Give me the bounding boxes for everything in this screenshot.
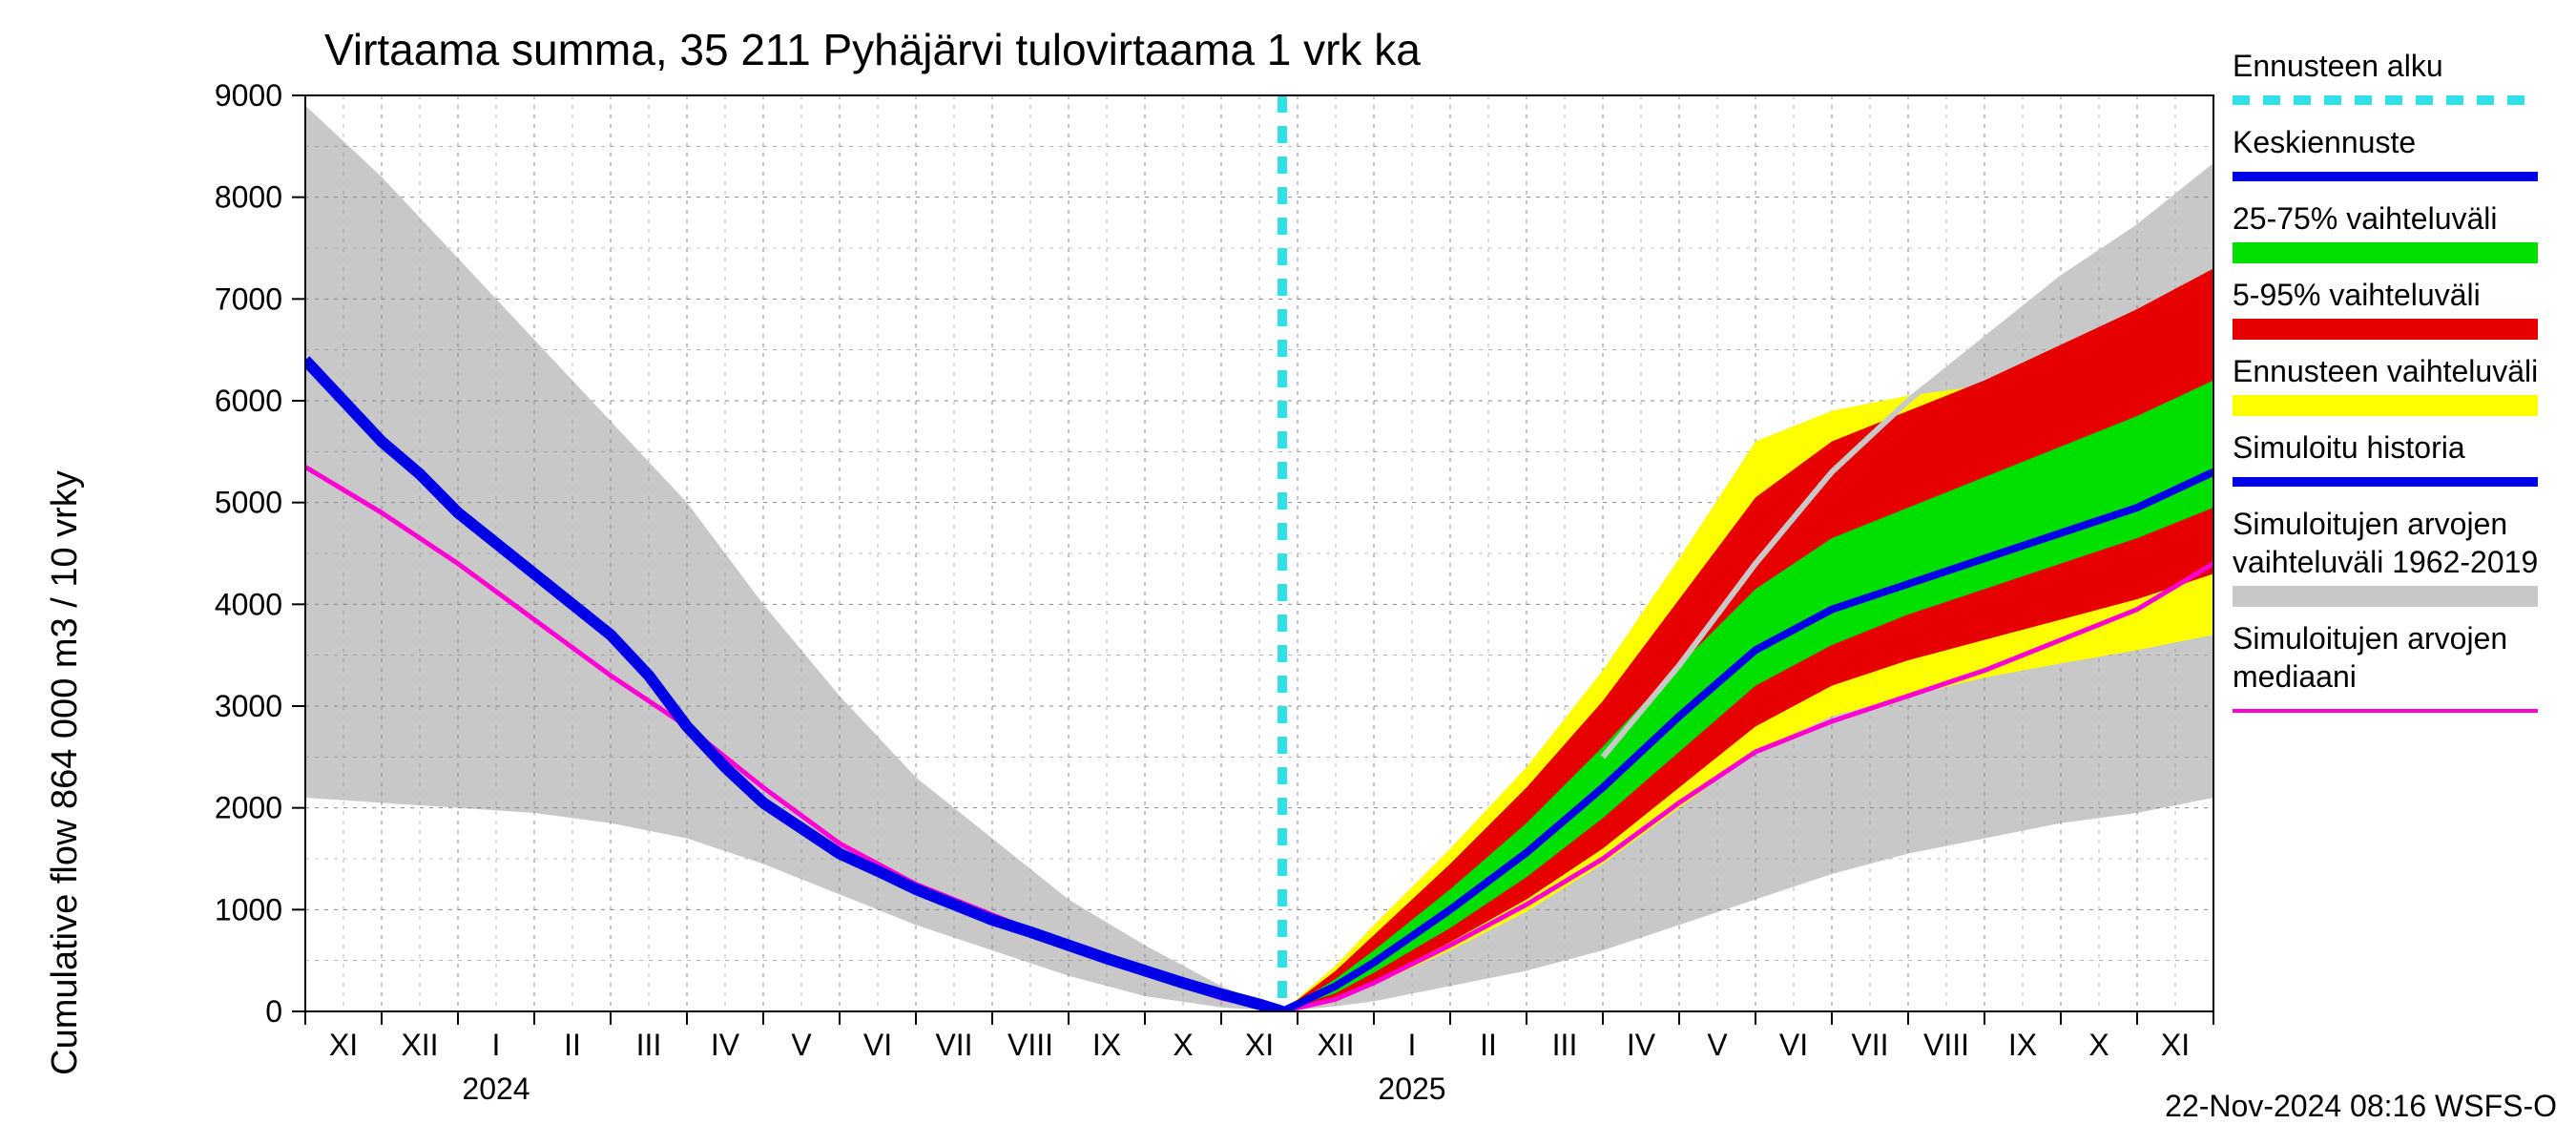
- chart-container: 0100020003000400050006000700080009000XIX…: [0, 0, 2576, 1145]
- x-tick-label: I: [492, 1028, 501, 1062]
- y-axis-label: Cumulative flow 864 000 m3 / 10 vrky: [45, 470, 85, 1075]
- legend-label: 25-75% vaihteluväli: [2233, 201, 2498, 236]
- y-tick-label: 4000: [215, 587, 282, 621]
- x-tick-label: III: [636, 1028, 662, 1062]
- x-tick-label: X: [1173, 1028, 1193, 1062]
- timestamp-label: 22-Nov-2024 08:16 WSFS-O: [2165, 1089, 2557, 1123]
- y-tick-label: 7000: [215, 281, 282, 316]
- y-tick-label: 1000: [215, 892, 282, 926]
- legend-swatch: [2233, 242, 2538, 263]
- x-tick-label: X: [2088, 1028, 2109, 1062]
- y-tick-label: 5000: [215, 486, 282, 520]
- chart-title: Virtaama summa, 35 211 Pyhäjärvi tulovir…: [324, 25, 1421, 74]
- x-tick-label: IX: [1092, 1028, 1121, 1062]
- legend-label: Ennusteen alku: [2233, 49, 2443, 83]
- legend-swatch: [2233, 319, 2538, 340]
- x-tick-label: VII: [1851, 1028, 1888, 1062]
- x-tick-label: VI: [863, 1028, 892, 1062]
- x-tick-label: II: [1480, 1028, 1497, 1062]
- cumulative-flow-chart: 0100020003000400050006000700080009000XIX…: [0, 0, 2576, 1145]
- x-tick-label: III: [1552, 1028, 1578, 1062]
- x-tick-label: V: [1707, 1028, 1728, 1062]
- legend-label: Simuloitujen arvojen: [2233, 621, 2507, 656]
- y-tick-label: 0: [265, 994, 282, 1029]
- year-label-right: 2025: [1378, 1072, 1445, 1106]
- x-tick-label: IV: [1627, 1028, 1656, 1062]
- legend-label: mediaani: [2233, 659, 2357, 694]
- legend-label: Keskiennuste: [2233, 125, 2416, 159]
- y-tick-label: 6000: [215, 384, 282, 418]
- y-tick-label: 2000: [215, 791, 282, 825]
- x-tick-label: VIII: [1008, 1028, 1053, 1062]
- y-tick-label: 3000: [215, 689, 282, 723]
- legend-label: 5-95% vaihteluväli: [2233, 278, 2481, 312]
- y-tick-label: 8000: [215, 180, 282, 215]
- legend-label: Simuloitu historia: [2233, 430, 2465, 465]
- x-tick-label: VIII: [1923, 1028, 1969, 1062]
- y-tick-label: 9000: [215, 78, 282, 113]
- x-tick-label: XI: [1245, 1028, 1274, 1062]
- x-tick-label: IV: [711, 1028, 740, 1062]
- x-tick-label: XI: [2161, 1028, 2190, 1062]
- legend-swatch: [2233, 586, 2538, 607]
- x-tick-label: XII: [401, 1028, 438, 1062]
- year-label-left: 2024: [462, 1072, 530, 1106]
- legend-label: vaihteluväli 1962-2019: [2233, 545, 2538, 579]
- x-tick-label: XII: [1317, 1028, 1354, 1062]
- x-tick-label: II: [564, 1028, 581, 1062]
- x-tick-label: IX: [2008, 1028, 2037, 1062]
- x-tick-label: XI: [329, 1028, 358, 1062]
- legend-swatch: [2233, 395, 2538, 416]
- x-tick-label: VI: [1779, 1028, 1808, 1062]
- legend-label: Ennusteen vaihteluväli: [2233, 354, 2538, 388]
- x-tick-label: VII: [935, 1028, 972, 1062]
- x-tick-label: I: [1408, 1028, 1417, 1062]
- legend-label: Simuloitujen arvojen: [2233, 507, 2507, 541]
- x-tick-label: V: [791, 1028, 812, 1062]
